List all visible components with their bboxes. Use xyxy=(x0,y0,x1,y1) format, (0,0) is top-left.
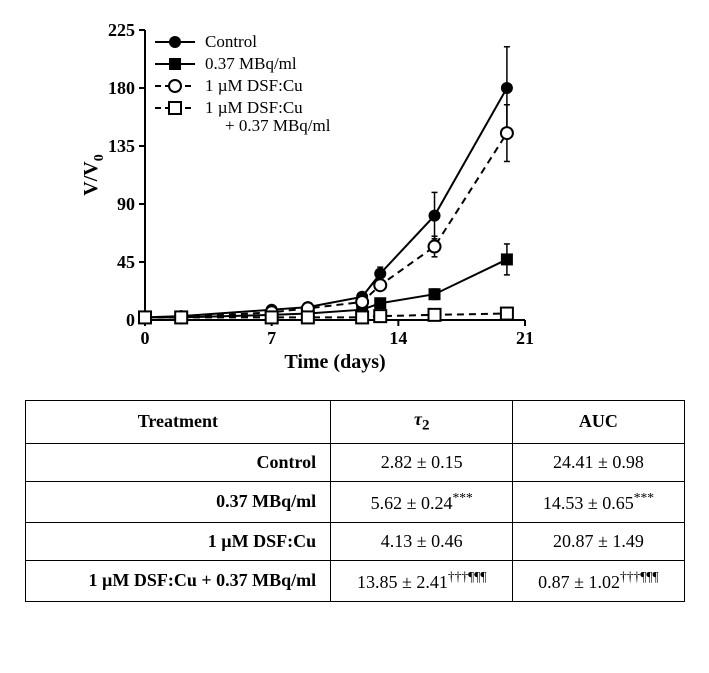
svg-text:0: 0 xyxy=(126,310,135,330)
svg-text:45: 45 xyxy=(117,252,135,272)
svg-text:1 µM DSF:Cu: 1 µM DSF:Cu xyxy=(205,76,303,95)
figure-container: 0 45 90 135 180 225 0 7 14 21 Time (days) V/V0 Contr… xyxy=(25,20,685,602)
cell-tau: 2.82 ± 0.15 xyxy=(331,443,513,481)
svg-text:1 µM DSF:Cu: 1 µM DSF:Cu xyxy=(205,98,303,117)
cell-treatment: Control xyxy=(25,443,331,481)
cell-treatment: 0.37 MBq/ml xyxy=(25,481,331,522)
svg-text:Time (days): Time (days) xyxy=(284,351,385,373)
cell-auc: 14.53 ± 0.65*** xyxy=(513,481,684,522)
svg-text:+ 0.37 MBq/ml: + 0.37 MBq/ml xyxy=(225,116,331,135)
table-row: 0.37 MBq/ml5.62 ± 0.24***14.53 ± 0.65*** xyxy=(25,481,684,522)
svg-text:21: 21 xyxy=(516,328,534,348)
svg-text:14: 14 xyxy=(389,328,407,348)
svg-text:225: 225 xyxy=(108,20,135,40)
table-row: 1 µM DSF:Cu + 0.37 MBq/ml13.85 ± 2.41†††… xyxy=(25,560,684,601)
svg-text:V/V0: V/V0 xyxy=(80,154,107,195)
col-auc: AUC xyxy=(513,401,684,444)
svg-text:0.37 MBq/ml: 0.37 MBq/ml xyxy=(205,54,297,73)
cell-treatment: 1 µM DSF:Cu xyxy=(25,522,331,560)
svg-text:7: 7 xyxy=(267,328,276,348)
table-row: 1 µM DSF:Cu4.13 ± 0.4620.87 ± 1.49 xyxy=(25,522,684,560)
cell-tau: 5.62 ± 0.24*** xyxy=(331,481,513,522)
table-row: Control2.82 ± 0.1524.41 ± 0.98 xyxy=(25,443,684,481)
svg-text:0: 0 xyxy=(140,328,149,348)
table-header-row: Treatment τ2 AUC xyxy=(25,401,684,444)
svg-text:Control: Control xyxy=(205,32,257,51)
col-treatment: Treatment xyxy=(25,401,331,444)
growth-chart: 0 45 90 135 180 225 0 7 14 21 Time (days) V/V0 Contr… xyxy=(75,20,575,370)
svg-text:135: 135 xyxy=(108,136,135,156)
cell-auc: 20.87 ± 1.49 xyxy=(513,522,684,560)
svg-text:180: 180 xyxy=(108,78,135,98)
cell-auc: 24.41 ± 0.98 xyxy=(513,443,684,481)
cell-tau: 13.85 ± 2.41†††¶¶¶ xyxy=(331,560,513,601)
svg-text:90: 90 xyxy=(117,194,135,214)
cell-tau: 4.13 ± 0.46 xyxy=(331,522,513,560)
stats-table: Treatment τ2 AUC Control2.82 ± 0.1524.41… xyxy=(25,400,685,602)
chart-svg: 0 45 90 135 180 225 0 7 14 21 Time (days) V/V0 Contr… xyxy=(75,20,575,370)
col-tau: τ2 xyxy=(331,401,513,444)
cell-treatment: 1 µM DSF:Cu + 0.37 MBq/ml xyxy=(25,560,331,601)
cell-auc: 0.87 ± 1.02†††¶¶¶ xyxy=(513,560,684,601)
